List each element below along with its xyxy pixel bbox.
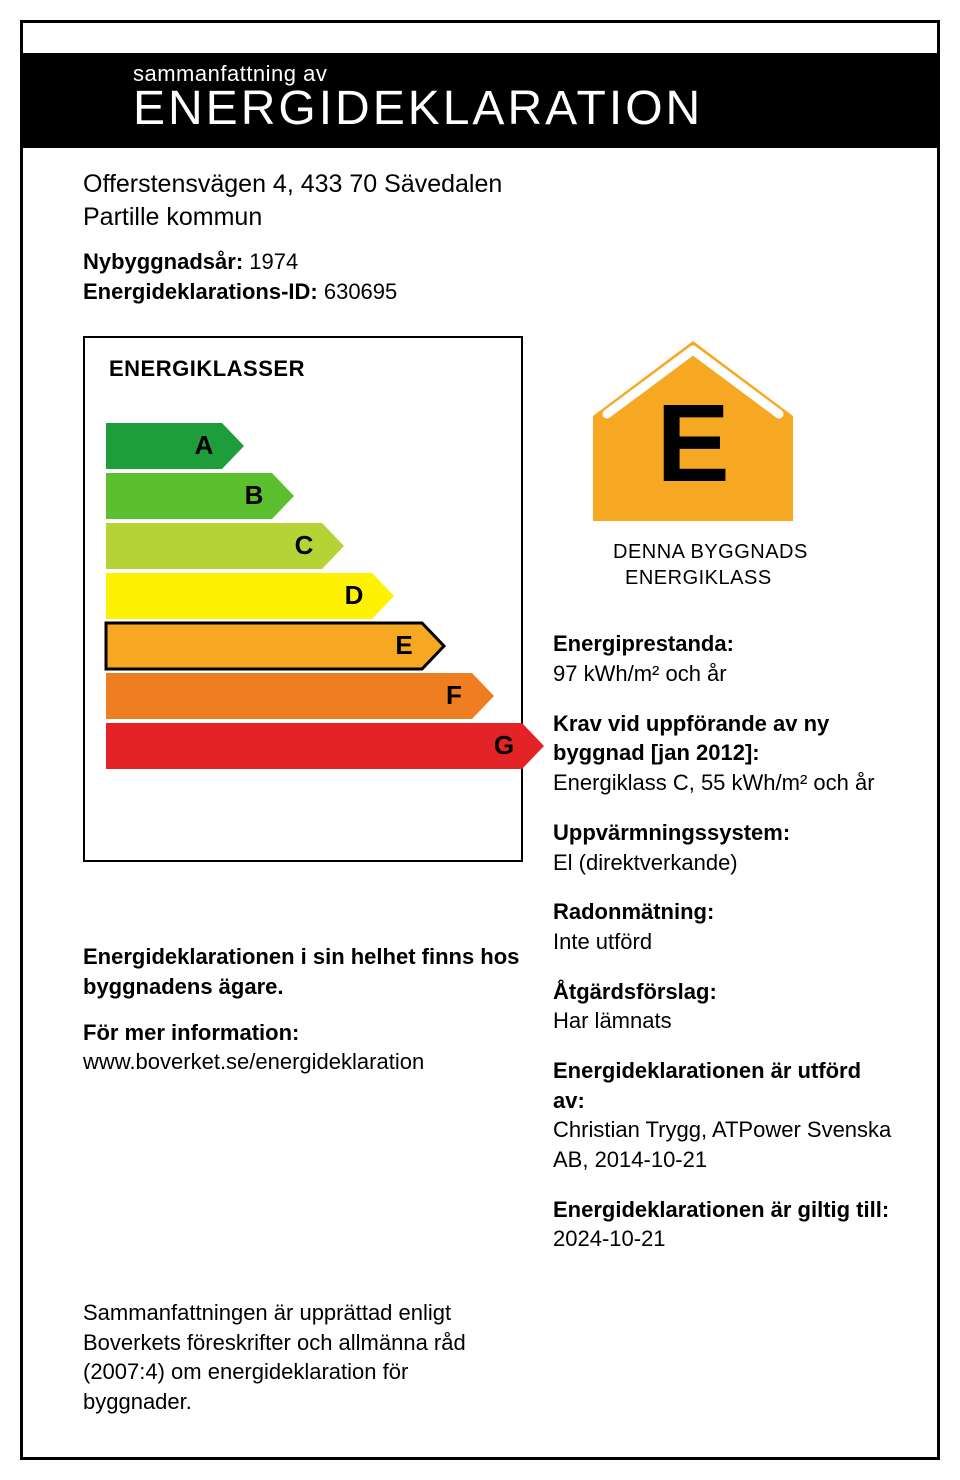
- detail-value: El (direktverkande): [553, 848, 897, 878]
- build-year-value: 1974: [249, 249, 298, 274]
- house-icon-wrap: E DENNA BYGGNADS ENERGIKLASS: [553, 336, 897, 591]
- energy-bar-c: C: [103, 520, 503, 566]
- energy-bar-e: E: [103, 620, 503, 666]
- more-info-url: www.boverket.se/energideklaration: [83, 1047, 523, 1077]
- svg-text:C: C: [295, 530, 314, 560]
- owner-note: Energideklarationen i sin helhet finns h…: [83, 942, 523, 1001]
- detail-value: Inte utförd: [553, 927, 897, 957]
- detail-value: Energiklass C, 55 kWh/m² och år: [553, 768, 897, 798]
- header-bar: sammanfattning av ENERGIDEKLARATION: [23, 53, 937, 148]
- detail-item: Krav vid uppförande av ny byggnad [jan 2…: [553, 709, 897, 798]
- detail-label: Krav vid uppförande av ny byggnad [jan 2…: [553, 709, 897, 768]
- footer-note: Sammanfattningen är upprättad enligt Bov…: [23, 1274, 543, 1417]
- detail-item: Energideklarationen är utförd av:Christi…: [553, 1056, 897, 1175]
- energy-classes-title: ENERGIKLASSER: [109, 356, 503, 382]
- energy-bars: A B C D E FG: [103, 420, 503, 766]
- energy-bar-b: B: [103, 470, 503, 516]
- detail-label: Åtgärdsförslag:: [553, 977, 897, 1007]
- document-page: sammanfattning av ENERGIDEKLARATION Offe…: [20, 20, 940, 1460]
- house-caption-line1: DENNA BYGGNADS: [613, 539, 897, 565]
- left-column: ENERGIKLASSER ABCDEFG Energideklaratione…: [83, 336, 523, 1274]
- more-info-label: För mer information:: [83, 1018, 523, 1048]
- energy-classes-box: ENERGIKLASSER ABCDEFG: [83, 336, 523, 862]
- svg-text:E: E: [395, 630, 412, 660]
- house-caption: DENNA BYGGNADS ENERGIKLASS: [613, 539, 897, 591]
- detail-label: Radonmätning:: [553, 897, 897, 927]
- house-icon: E: [583, 336, 803, 526]
- detail-label: Energiprestanda:: [553, 629, 897, 659]
- declaration-id-label: Energideklarations-ID:: [83, 279, 318, 304]
- detail-label: Energideklarationen är utförd av:: [553, 1056, 897, 1115]
- address-line-1: Offerstensvägen 4, 433 70 Sävedalen: [83, 168, 937, 201]
- detail-item: Radonmätning:Inte utförd: [553, 897, 897, 956]
- more-info-block: För mer information: www.boverket.se/ene…: [83, 1018, 523, 1077]
- detail-item: Åtgärdsförslag:Har lämnats: [553, 977, 897, 1036]
- svg-text:D: D: [345, 580, 364, 610]
- declaration-id-row: Energideklarations-ID: 630695: [83, 277, 937, 307]
- svg-text:A: A: [195, 430, 214, 460]
- declaration-id-value: 630695: [324, 279, 397, 304]
- energy-bar-a: A: [103, 420, 503, 466]
- build-year-row: Nybyggnadsår: 1974: [83, 247, 937, 277]
- svg-text:E: E: [656, 382, 729, 505]
- address-block: Offerstensvägen 4, 433 70 Sävedalen Part…: [23, 148, 937, 233]
- detail-value: Christian Trygg, ATPower Svenska AB, 201…: [553, 1115, 897, 1174]
- main-columns: ENERGIKLASSER ABCDEFG Energideklaratione…: [23, 306, 937, 1274]
- build-year-label: Nybyggnadsår:: [83, 249, 243, 274]
- detail-value: 97 kWh/m² och år: [553, 659, 897, 689]
- energy-bar-d: D: [103, 570, 503, 616]
- detail-item: Uppvärmningssystem:El (direktverkande): [553, 818, 897, 877]
- svg-text:G: G: [494, 730, 514, 760]
- detail-label: Uppvärmningssystem:: [553, 818, 897, 848]
- left-info: Energideklarationen i sin helhet finns h…: [83, 942, 523, 1077]
- meta-block: Nybyggnadsår: 1974 Energideklarations-ID…: [23, 233, 937, 306]
- detail-item: Energiprestanda:97 kWh/m² och år: [553, 629, 897, 688]
- svg-text:B: B: [245, 480, 264, 510]
- right-column: E DENNA BYGGNADS ENERGIKLASS Energiprest…: [553, 336, 897, 1274]
- detail-value: 2024-10-21: [553, 1224, 897, 1254]
- detail-value: Har lämnats: [553, 1006, 897, 1036]
- svg-text:F: F: [446, 680, 462, 710]
- header-title: ENERGIDEKLARATION: [133, 81, 897, 136]
- detail-item: Energideklarationen är giltig till:2024-…: [553, 1195, 897, 1254]
- detail-label: Energideklarationen är giltig till:: [553, 1195, 897, 1225]
- energy-bar-g: G: [103, 720, 503, 766]
- details-list: Energiprestanda:97 kWh/m² och år Krav vid…: [553, 629, 897, 1254]
- address-line-2: Partille kommun: [83, 201, 937, 234]
- house-caption-line2: ENERGIKLASS: [625, 565, 897, 591]
- energy-bar-f: F: [103, 670, 503, 716]
